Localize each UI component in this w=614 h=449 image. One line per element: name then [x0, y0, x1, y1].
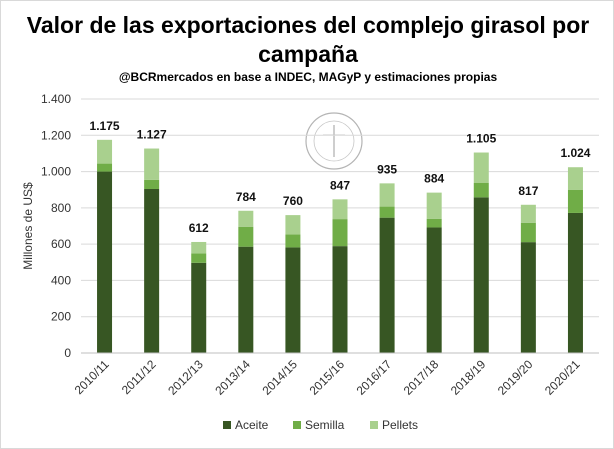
bar-segment-aceite	[238, 246, 254, 353]
bar-segment-aceite	[97, 171, 113, 353]
x-tick-label: 2017/18	[401, 357, 442, 398]
y-tick-label: 800	[51, 201, 71, 215]
total-data-label: 884	[424, 172, 444, 186]
bar-segment-pellets	[238, 210, 254, 227]
bar-segment-pellets	[426, 192, 442, 219]
total-data-label: 1.105	[466, 132, 496, 146]
bar-segment-semilla	[332, 219, 348, 247]
bar-segment-semilla	[97, 163, 113, 172]
bar-segment-semilla	[520, 222, 536, 243]
legend-swatch-aceite	[223, 421, 231, 429]
x-tick-label: 2020/21	[542, 357, 583, 398]
y-tick-label: 600	[51, 237, 71, 251]
total-data-label: 1.024	[560, 146, 590, 160]
bar-segment-pellets	[520, 204, 536, 223]
bar-segment-aceite	[285, 247, 301, 353]
x-tick-label: 2015/16	[307, 357, 348, 398]
bar-segment-pellets	[332, 199, 348, 220]
bar-segment-pellets	[379, 183, 395, 207]
total-data-label: 817	[518, 184, 538, 198]
bar-segment-semilla	[426, 218, 442, 228]
bar-segment-semilla	[567, 189, 583, 213]
bar-segment-pellets	[285, 215, 301, 235]
legend-swatch-semilla	[293, 421, 301, 429]
total-data-label: 1.175	[90, 119, 120, 133]
bar-segment-aceite	[426, 227, 442, 353]
x-tick-label: 2014/15	[259, 357, 300, 398]
total-data-label: 847	[330, 178, 350, 192]
x-tick-label: 2011/12	[119, 357, 159, 397]
bar-segment-aceite	[191, 262, 207, 353]
watermark-seal-logo	[305, 112, 363, 170]
bar-segment-semilla	[191, 253, 207, 263]
y-tick-label: 1.200	[41, 128, 71, 142]
bar-segment-aceite	[473, 197, 489, 353]
bar-segment-aceite	[379, 217, 395, 353]
bar-segment-pellets	[144, 148, 160, 180]
bar-segment-aceite	[332, 246, 348, 353]
bar-segment-pellets	[567, 167, 583, 190]
bar-segment-pellets	[191, 241, 207, 254]
y-tick-label: 1.400	[41, 92, 71, 106]
total-data-label: 935	[377, 162, 397, 176]
legend-label-pellets: Pellets	[382, 418, 418, 432]
legend-label-aceite: Aceite	[235, 418, 269, 432]
bar-segment-pellets	[473, 152, 489, 184]
y-axis-label: Millones de US$	[21, 182, 35, 270]
bar-segment-semilla	[285, 234, 301, 248]
x-tick-label: 2018/19	[448, 357, 489, 398]
y-tick-label: 400	[51, 273, 71, 287]
total-data-label: 760	[283, 194, 303, 208]
bar-segment-semilla	[238, 226, 254, 247]
x-tick-label: 2010/11	[72, 357, 112, 397]
bar-segment-semilla	[144, 179, 160, 189]
bar-segment-semilla	[473, 183, 489, 198]
y-tick-label: 0	[64, 346, 71, 360]
legend-label-semilla: Semilla	[305, 418, 345, 432]
x-tick-label: 2012/13	[165, 357, 206, 398]
bar-segment-semilla	[379, 206, 395, 218]
chart-subtitle: @BCRmercados en base a INDEC, MAGyP y es…	[118, 70, 498, 84]
total-data-label: 784	[236, 190, 256, 204]
bar-segment-aceite	[567, 212, 583, 353]
chart-title: Valor de las exportaciones del complejo …	[26, 12, 590, 67]
x-tick-label: 2013/14	[212, 357, 253, 398]
bar-segment-aceite	[520, 242, 536, 353]
total-data-label: 612	[189, 221, 209, 235]
x-tick-label: 2016/17	[354, 357, 395, 398]
y-tick-label: 200	[51, 310, 71, 324]
y-tick-label: 1.000	[41, 165, 71, 179]
bar-segment-aceite	[144, 188, 160, 353]
bar-segment-pellets	[97, 139, 113, 164]
x-tick-label: 2019/20	[495, 357, 536, 398]
total-data-label: 1.127	[137, 128, 167, 142]
legend-swatch-pellets	[370, 421, 378, 429]
